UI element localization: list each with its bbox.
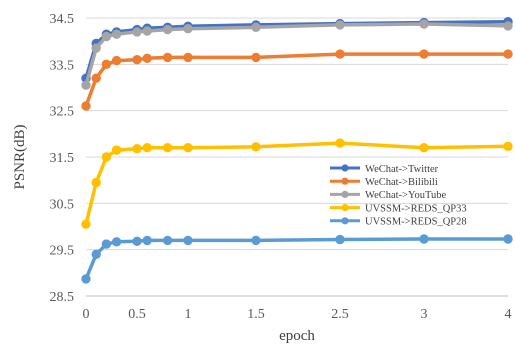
data-point bbox=[101, 59, 112, 70]
y-tick-label: 34.5 bbox=[50, 12, 75, 27]
data-point bbox=[419, 49, 429, 59]
data-point bbox=[101, 152, 112, 162]
legend-swatch-marker bbox=[341, 177, 349, 185]
data-point bbox=[142, 235, 152, 246]
data-point bbox=[91, 249, 101, 260]
data-point bbox=[251, 142, 261, 152]
data-point bbox=[101, 31, 112, 42]
legend-label: WeChat->Twitter bbox=[365, 164, 439, 175]
data-point bbox=[101, 239, 112, 249]
legend-entry: WeChat->YouTube bbox=[330, 190, 447, 201]
y-tick-label: 32.5 bbox=[50, 105, 75, 120]
data-point bbox=[503, 141, 513, 152]
axes: 28.5 29.5 30.5 31.5 32.5 33.5 34.5 0 0.5 1 1.5 2.5 3… bbox=[50, 12, 512, 322]
series-3 bbox=[81, 138, 513, 229]
y-tick-label: 28.5 bbox=[50, 290, 75, 305]
data-point bbox=[111, 237, 122, 247]
data-point bbox=[132, 55, 142, 65]
data-point bbox=[91, 43, 101, 53]
x-tick-label: 2.5 bbox=[331, 307, 349, 322]
legend-label: UVSSM->REDS_QP33 bbox=[365, 203, 467, 214]
data-point bbox=[335, 49, 345, 59]
data-point bbox=[335, 138, 345, 148]
data-point bbox=[183, 235, 193, 246]
legend-swatch-marker bbox=[341, 164, 349, 172]
series-1 bbox=[81, 49, 513, 111]
data-point bbox=[335, 234, 345, 245]
series-4 bbox=[81, 234, 513, 284]
x-tick-label: 1 bbox=[185, 307, 192, 322]
grid-lines bbox=[86, 17, 508, 297]
data-point bbox=[503, 21, 513, 31]
x-tick-label: 1.5 bbox=[247, 307, 265, 322]
legend-label: UVSSM->REDS_QP28 bbox=[365, 217, 467, 228]
data-point bbox=[503, 49, 513, 59]
legend-entry: UVSSM->REDS_QP28 bbox=[330, 217, 467, 228]
legend-entry: WeChat->Bilibili bbox=[330, 177, 438, 188]
data-point bbox=[81, 219, 91, 229]
data-point bbox=[162, 235, 173, 246]
legend-swatch-marker bbox=[341, 190, 349, 198]
x-axis-title: epoch bbox=[279, 328, 315, 344]
data-point bbox=[142, 26, 152, 36]
x-tick-label: 3 bbox=[421, 307, 428, 322]
legend-entry: UVSSM->REDS_QP33 bbox=[330, 203, 467, 214]
data-point bbox=[81, 80, 91, 90]
data-point bbox=[183, 143, 193, 153]
y-tick-label: 31.5 bbox=[50, 151, 75, 166]
data-point bbox=[111, 29, 122, 39]
y-tick-label: 33.5 bbox=[50, 58, 75, 73]
legend: WeChat->Twitter WeChat->Bilibili WeChat->Y… bbox=[330, 164, 467, 228]
legend-label: WeChat->YouTube bbox=[365, 190, 447, 201]
data-point bbox=[81, 101, 91, 111]
legend-entry: WeChat->Twitter bbox=[330, 164, 439, 175]
data-point bbox=[335, 20, 345, 30]
series-group bbox=[81, 17, 513, 284]
y-tick-label: 29.5 bbox=[50, 244, 75, 259]
legend-swatch-marker bbox=[341, 204, 349, 212]
data-point bbox=[183, 24, 193, 34]
data-point bbox=[111, 145, 122, 155]
data-point bbox=[162, 24, 173, 35]
series-line bbox=[84, 237, 510, 281]
data-point bbox=[183, 52, 193, 63]
series-2 bbox=[81, 19, 513, 90]
data-point bbox=[503, 234, 513, 244]
data-point bbox=[111, 55, 122, 66]
x-tick-label: 0.5 bbox=[128, 307, 146, 322]
legend-label: WeChat->Bilibili bbox=[365, 177, 438, 188]
y-tick-label: 30.5 bbox=[50, 197, 75, 212]
data-point bbox=[419, 234, 429, 244]
data-point bbox=[132, 27, 142, 37]
data-point bbox=[419, 143, 429, 153]
data-point bbox=[91, 73, 101, 83]
data-point bbox=[162, 52, 173, 63]
data-point bbox=[251, 235, 261, 246]
data-point bbox=[251, 22, 261, 32]
data-point bbox=[162, 143, 173, 153]
legend-swatch-marker bbox=[341, 217, 349, 225]
data-point bbox=[91, 177, 101, 188]
data-point bbox=[251, 52, 261, 63]
data-point bbox=[142, 143, 152, 153]
y-axis-title: PSNR(dB) bbox=[12, 124, 28, 189]
data-point bbox=[81, 274, 91, 284]
x-tick-label: 0 bbox=[83, 307, 90, 322]
x-tick-label: 4 bbox=[505, 307, 512, 322]
data-point bbox=[142, 53, 152, 63]
data-point bbox=[132, 236, 142, 247]
data-point bbox=[132, 144, 142, 154]
data-point bbox=[419, 19, 429, 29]
